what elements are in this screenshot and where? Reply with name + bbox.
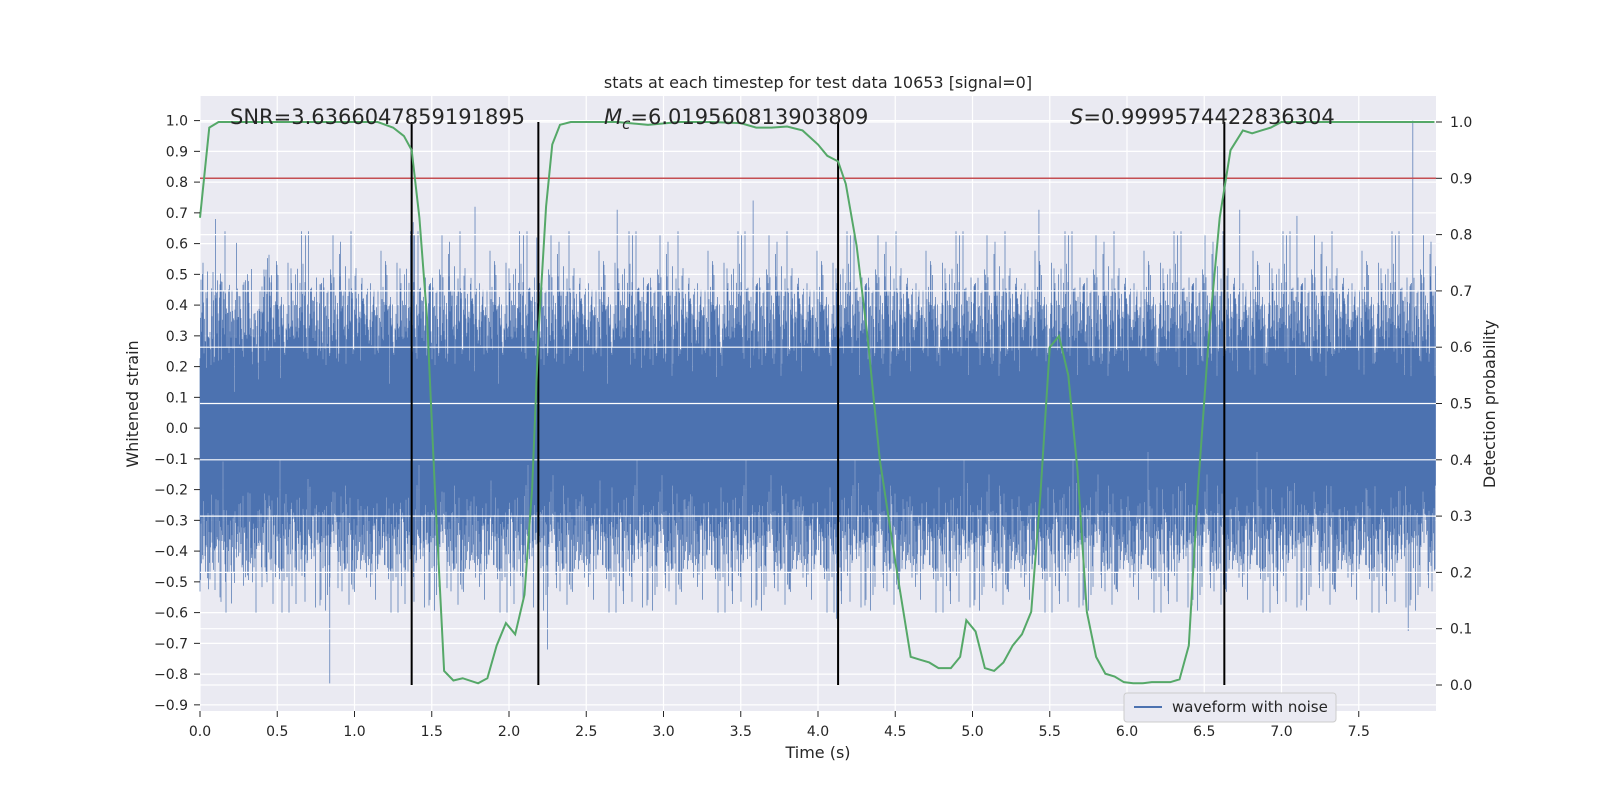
y2-tick-label: 0.1: [1450, 622, 1472, 638]
y-tick-label: −0.9: [154, 698, 188, 714]
y-tick-label: −0.8: [154, 667, 188, 683]
snr-annotation: SNR=3.6366047859191895: [230, 105, 525, 129]
y-tick-label: −0.5: [154, 575, 188, 591]
y2-tick-label: 0.8: [1450, 228, 1472, 244]
y2-tick-label: 0.3: [1450, 509, 1472, 525]
y-tick-label: 0.5: [166, 267, 188, 283]
chart-title: stats at each timestep for test data 106…: [604, 73, 1032, 92]
y-axis-ticks: 1.0 0.9 0.8 0.7 0.6 0.5 0.4 0.3 0.2 0.1 0.0 −0.1 −0.…: [154, 114, 200, 714]
score-value: =0.9999574422836304: [1083, 105, 1334, 129]
y-tick-label: 0.1: [166, 390, 188, 406]
y-tick-label: −0.4: [154, 544, 188, 560]
score-symbol: S: [1070, 105, 1083, 129]
y2-grid: [200, 121, 1436, 686]
x-tick-label: 4.5: [884, 724, 906, 740]
y2-tick-label: 0.6: [1450, 340, 1472, 356]
x-tick-label: 7.0: [1270, 724, 1292, 740]
y2-tick-label: 1.0: [1450, 115, 1472, 131]
y2-tick-label: 0.4: [1450, 453, 1472, 469]
x-axis-ticks: 0.0 0.5 1.0 1.5 2.0 2.5 3.0 3.5 4.0 4.5 5.0 5.5 6.0 6…: [189, 711, 1370, 740]
waveform-series: [199, 120, 1436, 684]
y-axis-label: Whitened strain: [123, 340, 142, 467]
y2-tick-label: 0.5: [1450, 397, 1472, 413]
y-tick-label: 0.6: [166, 237, 188, 253]
x-tick-label: 2.0: [498, 724, 520, 740]
y-tick-label: −0.2: [154, 483, 188, 499]
chirp-mass-value: =6.019560813903809: [630, 105, 868, 129]
x-tick-label: 5.5: [1039, 724, 1061, 740]
x-tick-label: 2.5: [575, 724, 597, 740]
x-axis-label: Time (s): [784, 743, 850, 762]
y2-tick-label: 0.0: [1450, 678, 1472, 694]
x-tick-label: 7.5: [1348, 724, 1370, 740]
y2-tick-label: 0.9: [1450, 171, 1472, 187]
x-tick-label: 1.5: [421, 724, 443, 740]
x-tick-label: 4.0: [807, 724, 829, 740]
y-tick-label: 0.4: [166, 298, 188, 314]
x-tick-label: 0.5: [266, 724, 288, 740]
detection-probability-line: [199, 121, 1435, 685]
y-tick-label: 1.0: [166, 114, 188, 130]
vertical-markers: [410, 122, 1226, 685]
x-tick-label: 6.5: [1193, 724, 1215, 740]
x-tick-label: 3.5: [730, 724, 752, 740]
x-tick-label: 0.0: [189, 724, 211, 740]
y2-axis-ticks: 1.0 0.9 0.8 0.7 0.6 0.5 0.4 0.3 0.2 0.1 0.0: [1436, 115, 1472, 694]
y-tick-label: −0.6: [154, 606, 188, 622]
y-tick-label: −0.1: [154, 452, 188, 468]
score-annotation: S=0.9999574422836304: [1070, 105, 1335, 129]
y-tick-label: 0.9: [166, 144, 188, 160]
y2-tick-label: 0.7: [1450, 284, 1472, 300]
waveform-trace: [199, 120, 1436, 684]
chirp-mass-annotation: Mc=6.019560813903809: [604, 105, 868, 133]
chirp-mass-symbol: M: [604, 105, 622, 129]
y-tick-label: 0.0: [166, 421, 188, 437]
x-tick-label: 6.0: [1116, 724, 1138, 740]
chirp-mass-subscript: c: [622, 115, 631, 133]
x-tick-label: 1.0: [343, 724, 365, 740]
y-tick-label: 0.7: [166, 206, 188, 222]
y2-axis-label: Detection probability: [1480, 320, 1499, 488]
legend: waveform with noise: [1123, 692, 1337, 723]
legend-box: [1123, 692, 1337, 723]
y-tick-label: −0.3: [154, 513, 188, 529]
y2-tick-label: 0.2: [1450, 565, 1472, 581]
y-tick-label: −0.7: [154, 636, 188, 652]
x-tick-label: 3.0: [652, 724, 674, 740]
x-tick-label: 5.0: [961, 724, 983, 740]
y-tick-label: 0.2: [166, 360, 188, 376]
y-tick-label: 0.3: [166, 329, 188, 345]
legend-label: waveform with noise: [1172, 698, 1328, 716]
y-tick-label: 0.8: [166, 175, 188, 191]
